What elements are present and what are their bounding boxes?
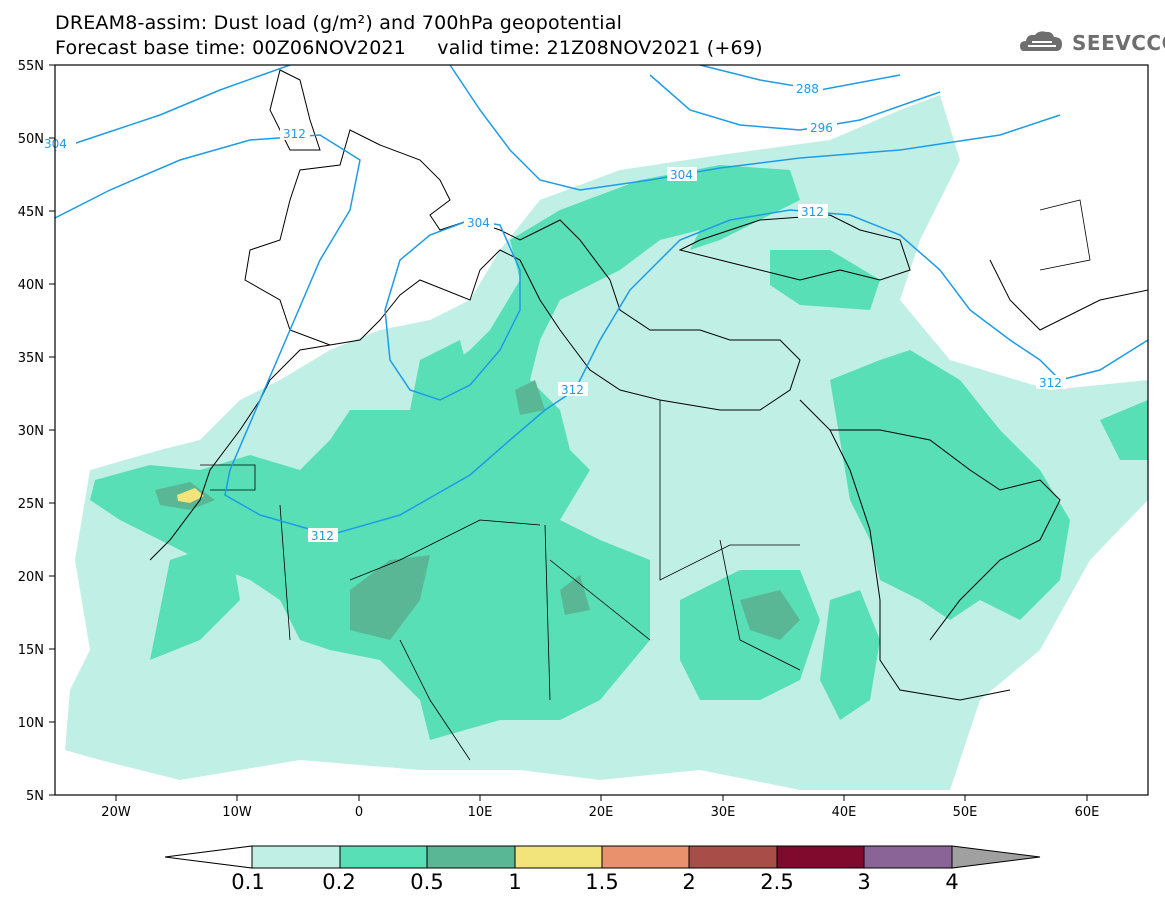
colorbar-label: 0.5 bbox=[410, 870, 444, 894]
contour-label: 312 bbox=[801, 205, 824, 219]
colorbar-swatch bbox=[601, 845, 690, 869]
axis-ticks bbox=[49, 64, 1088, 801]
lat-label: 25N bbox=[18, 497, 44, 512]
colorbar-swatch bbox=[251, 845, 341, 869]
lon-label: 60E bbox=[1075, 805, 1100, 820]
lat-label: 35N bbox=[18, 351, 44, 366]
colorbar-label: 4 bbox=[945, 870, 959, 894]
lon-label: 50E bbox=[953, 805, 978, 820]
chart-title: DREAM8-assim: Dust load (g/m²) and 700hP… bbox=[55, 12, 623, 34]
dust-level-0-2 bbox=[90, 165, 1148, 740]
lon-label: 20E bbox=[589, 805, 614, 820]
lat-label: 50N bbox=[18, 132, 44, 147]
colorbar-swatch bbox=[863, 845, 953, 869]
lat-label: 40N bbox=[18, 278, 44, 293]
lat-label: 20N bbox=[18, 570, 44, 585]
contour-label: 312 bbox=[283, 127, 306, 141]
colorbar-label: 3 bbox=[857, 870, 871, 894]
colorbar-label: 1 bbox=[508, 870, 522, 894]
colorbar bbox=[164, 845, 1041, 869]
lat-labels: 55N 50N 45N 40N 35N 30N 25N 20N 15N 10N … bbox=[18, 59, 44, 804]
lat-label: 30N bbox=[18, 424, 44, 439]
logo-text: SEEVCCC bbox=[1072, 31, 1165, 55]
lon-label: 30E bbox=[711, 805, 736, 820]
lon-label: 10E bbox=[468, 805, 493, 820]
colorbar-swatch bbox=[339, 845, 428, 869]
contour-label: 312 bbox=[1039, 376, 1062, 390]
colorbar-swatch bbox=[514, 845, 603, 869]
colorbar-label: 2.5 bbox=[760, 870, 794, 894]
lat-label: 10N bbox=[18, 716, 44, 731]
contour-label: 296 bbox=[810, 121, 833, 135]
contour-label: 304 bbox=[467, 216, 490, 230]
cloud-logo-icon bbox=[1020, 31, 1062, 51]
lat-label: 45N bbox=[18, 205, 44, 220]
colorbar-high-arrow bbox=[951, 845, 1041, 869]
colorbar-label: 2 bbox=[682, 870, 696, 894]
contour-label: 288 bbox=[796, 82, 819, 96]
lon-label: 40E bbox=[832, 805, 857, 820]
colorbar-swatch bbox=[688, 845, 778, 869]
lat-label: 5N bbox=[26, 789, 44, 804]
contour-label: 312 bbox=[311, 529, 334, 543]
geopotential-contours bbox=[55, 65, 1148, 536]
colorbar-label: 0.1 bbox=[231, 870, 265, 894]
colorbar-label: 1.5 bbox=[585, 870, 619, 894]
colorbar-low-arrow bbox=[164, 845, 253, 869]
lon-label: 0 bbox=[355, 805, 363, 820]
lat-label: 55N bbox=[18, 59, 44, 74]
colorbar-swatch bbox=[776, 845, 865, 869]
contour-label: 312 bbox=[561, 383, 584, 397]
lon-label: 20W bbox=[101, 805, 131, 820]
borders bbox=[200, 199, 1091, 761]
contour-label: 304 bbox=[670, 168, 693, 182]
coastlines bbox=[149, 69, 1148, 701]
colorbar-label: 0.2 bbox=[322, 870, 356, 894]
lon-label: 10W bbox=[222, 805, 252, 820]
lon-labels: 20W 10W 0 10E 20E 30E 40E 50E 60E bbox=[101, 805, 1099, 820]
dust-level-1 bbox=[177, 488, 204, 503]
chart-subtitle: Forecast base time: 00Z06NOV2021 valid t… bbox=[55, 37, 763, 59]
colorbar-swatch bbox=[426, 845, 516, 869]
contour-labels: 304 312 288 296 304 312 304 312 312 312 bbox=[40, 81, 1066, 543]
lat-label: 15N bbox=[18, 643, 44, 658]
